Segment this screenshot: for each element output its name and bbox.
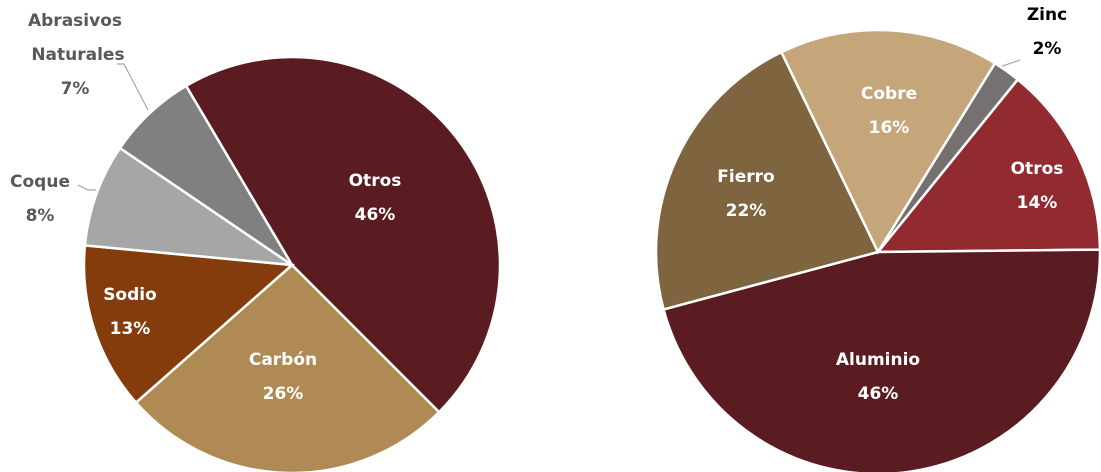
slice-category: Aluminio: [836, 350, 920, 370]
slice-value-label: 13%: [110, 319, 151, 339]
slice-value-label: 22%: [726, 201, 767, 221]
slice-category: Carbón: [249, 350, 317, 370]
slice-category: Abrasivos Naturales: [25, 11, 124, 65]
slice-category: Otros: [1011, 159, 1064, 179]
pie-slice: [134, 263, 441, 472]
slice-category: Sodio: [103, 285, 157, 305]
slice-category: Fierro: [717, 167, 774, 187]
slice-value-label: 26%: [263, 384, 304, 404]
slice-value-label: 2%: [1033, 39, 1062, 59]
slice-value-label: 46%: [858, 384, 899, 404]
slice-value-label: 46%: [355, 205, 396, 225]
slice-category: Coque: [10, 172, 70, 192]
pie-slice: [82, 244, 295, 405]
pie-slice: [83, 146, 293, 267]
pie-slice: [654, 50, 880, 311]
slice-category: Zinc: [1027, 5, 1067, 25]
slice-value-label: 8%: [26, 206, 55, 226]
slice-category: Cobre: [861, 84, 917, 104]
leader-line: [77, 184, 96, 191]
slice-category: Otros: [349, 171, 402, 191]
slice-value-label: 14%: [1017, 193, 1058, 213]
pie-slice: [118, 84, 294, 267]
pie-slice: [184, 55, 502, 414]
pie-slice: [779, 28, 997, 255]
slice-value-label: 7%: [61, 79, 90, 99]
slice-value-label: 16%: [869, 118, 910, 138]
pie-slice: [875, 77, 1101, 254]
pie-slice: [876, 61, 1020, 253]
leader-line: [117, 63, 149, 111]
